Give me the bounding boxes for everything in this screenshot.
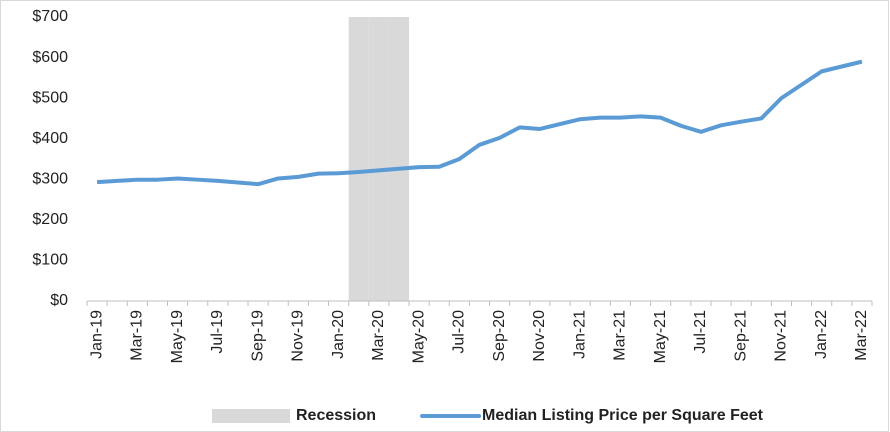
x-tick-label: Jul-20 — [451, 310, 468, 354]
x-tick-label: Nov-19 — [290, 310, 307, 362]
y-tick-label: $600 — [32, 49, 68, 66]
x-tick-label: Sep-21 — [732, 310, 749, 362]
x-tick-label: Jan-20 — [330, 310, 347, 359]
recession-bar — [388, 17, 410, 301]
legend-label: Median Listing Price per Square Feet — [482, 407, 764, 424]
x-tick-label: May-20 — [410, 310, 427, 363]
x-tick-label: Mar-22 — [853, 310, 870, 361]
legend-swatch — [212, 409, 290, 423]
legend-label: Recession — [296, 407, 376, 424]
y-tick-label: $400 — [32, 130, 68, 147]
x-tick-label: Sep-20 — [491, 310, 508, 362]
y-tick-label: $0 — [50, 292, 68, 309]
y-tick-label: $100 — [32, 252, 68, 269]
y-tick-label: $300 — [32, 171, 68, 188]
x-tick-label: Jul-21 — [692, 310, 709, 354]
x-tick-label: May-19 — [169, 310, 186, 363]
y-tick-label: $500 — [32, 89, 68, 106]
y-tick-label: $700 — [32, 8, 68, 25]
recession-bar — [348, 17, 369, 301]
x-tick-label: Nov-20 — [531, 310, 548, 362]
x-tick-label: Nov-21 — [773, 310, 790, 362]
x-tick-label: Mar-21 — [612, 310, 629, 361]
y-tick-label: $200 — [32, 211, 68, 228]
recession-bar — [368, 17, 389, 301]
x-tick-label: Mar-19 — [129, 310, 146, 361]
x-tick-label: Sep-19 — [249, 310, 266, 362]
price-line — [96, 59, 863, 187]
x-tick-label: Jan-21 — [571, 310, 588, 359]
x-tick-label: Jan-22 — [813, 310, 830, 359]
x-tick-label: Mar-20 — [370, 310, 387, 361]
x-tick-label: May-21 — [652, 310, 669, 363]
x-tick-label: Jul-19 — [209, 310, 226, 354]
x-tick-label: Jan-19 — [88, 310, 105, 359]
